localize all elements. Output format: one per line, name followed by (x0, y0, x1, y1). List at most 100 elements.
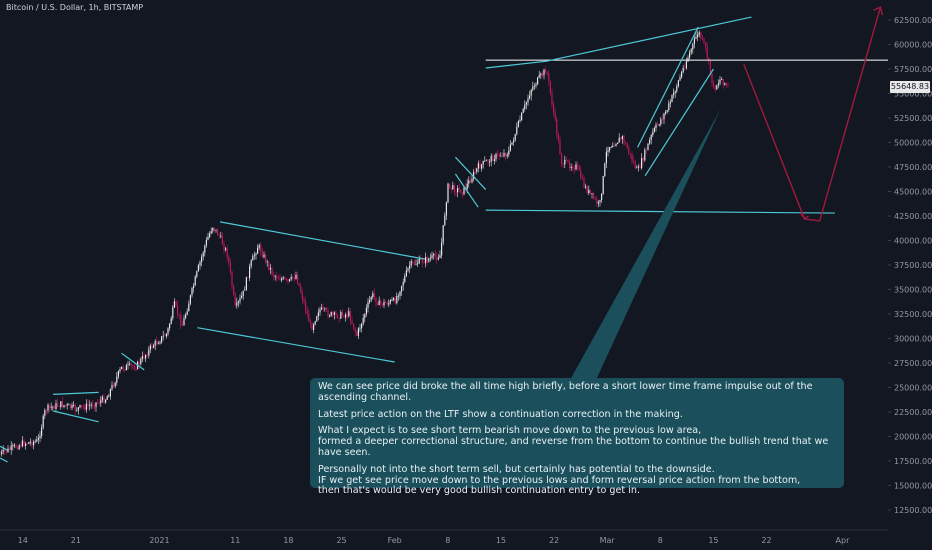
candle-body-36 (57, 403, 59, 407)
candle-body-173 (276, 276, 278, 279)
candle-body-274 (437, 257, 439, 260)
candle-body-226 (361, 323, 363, 329)
y-tick-label-7: 30000.00 (894, 335, 932, 344)
candle-body-10 (15, 445, 17, 448)
candle-body-229 (365, 307, 367, 315)
candle-body-454 (725, 83, 727, 85)
candle-body-453 (724, 83, 726, 85)
candle-body-440 (703, 38, 705, 43)
y-tick-label-3: 20000.00 (894, 433, 932, 442)
candle-body-147 (234, 294, 236, 306)
candle-body-445 (711, 73, 713, 84)
candle-body-185 (295, 274, 297, 279)
candle-body-283 (452, 185, 454, 190)
candle-body-259 (413, 262, 415, 265)
candle-body-92 (146, 354, 148, 356)
candle-body-204 (325, 308, 327, 310)
candle-body-245 (391, 300, 393, 301)
candle-body-221 (353, 323, 355, 329)
candle-body-240 (383, 301, 385, 306)
candle-body-47 (74, 404, 76, 411)
candle-body-263 (420, 258, 422, 260)
candle-body-0 (0, 454, 1, 455)
candle-body-328 (524, 104, 526, 110)
candle-body-81 (129, 363, 131, 365)
candle-body-152 (242, 290, 244, 297)
candle-body-117 (186, 311, 188, 315)
candle-body-359 (573, 168, 575, 170)
candle-body-200 (319, 309, 321, 313)
candle-body-242 (386, 302, 388, 305)
candle-body-5 (7, 448, 9, 453)
candle-body-48 (76, 410, 78, 412)
candle-body-6 (9, 448, 11, 451)
candle-body-55 (87, 403, 89, 406)
candle-body-309 (493, 159, 495, 161)
candle-body-151 (241, 296, 243, 299)
candle-body-125 (199, 261, 201, 266)
candle-body-338 (540, 73, 542, 76)
candle-body-318 (508, 150, 510, 155)
candle-body-322 (514, 134, 516, 141)
trendline-5 (219, 221, 426, 260)
candle-body-128 (204, 245, 206, 253)
candle-body-189 (301, 292, 303, 300)
candle-body-45 (71, 405, 73, 409)
candle-body-333 (532, 86, 534, 90)
x-tick-label-13: 22 (761, 536, 771, 545)
candle-body-165 (263, 254, 265, 258)
candle-body-148 (236, 302, 238, 306)
candle-body-118 (188, 303, 190, 312)
candle-body-388 (620, 137, 622, 140)
candle-body-320 (511, 142, 513, 145)
candle-body-289 (461, 193, 463, 195)
candle-body-448 (716, 85, 718, 90)
analysis-note: We can see price did broke the all time … (310, 378, 844, 496)
candle-body-231 (369, 299, 371, 303)
candle-body-327 (522, 109, 524, 113)
candle-body-336 (537, 77, 539, 85)
candle-body-434 (693, 38, 695, 44)
candle-body-201 (321, 307, 323, 310)
candle-body-37 (58, 406, 60, 408)
x-tick-label-1: 21 (71, 536, 81, 545)
candle-body-18 (28, 442, 30, 444)
candle-body-107 (170, 318, 172, 324)
candle-body-427 (682, 67, 684, 72)
candle-body-12 (18, 445, 20, 450)
candle-body-49 (77, 407, 79, 411)
trendline-3 (52, 410, 99, 423)
candle-body-342 (546, 73, 548, 74)
candle-body-449 (717, 83, 719, 86)
candle-body-249 (397, 295, 399, 297)
candle-body-127 (202, 252, 204, 257)
candle-body-379 (605, 151, 607, 164)
candle-body-410 (655, 124, 657, 129)
candle-body-177 (282, 277, 284, 279)
candle-body-420 (671, 95, 673, 102)
candle-body-24 (37, 437, 39, 440)
candle-body-311 (497, 153, 499, 155)
candle-body-97 (154, 340, 156, 346)
candle-body-215 (343, 315, 345, 318)
candle-body-159 (253, 255, 255, 257)
candle-body-73 (116, 376, 118, 383)
candle-body-303 (484, 160, 486, 162)
candle-body-114 (181, 325, 183, 327)
candle-body-446 (713, 83, 715, 86)
candle-body-42 (66, 404, 68, 406)
candle-body-56 (89, 405, 91, 407)
candle-body-258 (412, 261, 414, 263)
candle-body-13 (20, 445, 22, 447)
candle-body-422 (674, 91, 676, 93)
y-tick-label-9: 35000.00 (894, 286, 932, 295)
candle-body-2 (2, 449, 4, 452)
candle-body-393 (628, 148, 630, 154)
candle-body-290 (463, 187, 465, 195)
candle-body-161 (257, 247, 259, 254)
x-tick-label-0: 14 (18, 536, 28, 545)
candle-body-63 (100, 400, 102, 404)
candle-body-44 (69, 404, 71, 409)
candle-body-325 (519, 120, 521, 122)
